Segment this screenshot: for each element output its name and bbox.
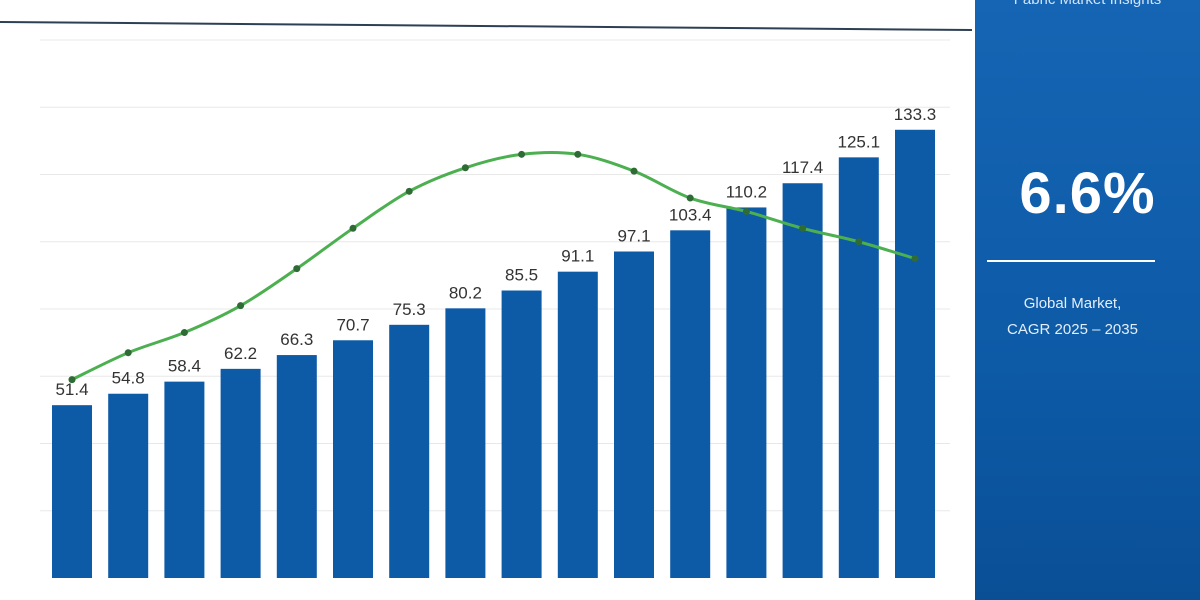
bar-value-label: 91.1: [561, 247, 594, 266]
bar: [557, 271, 598, 578]
bar: [782, 183, 823, 578]
bar-value-label: 75.3: [393, 300, 426, 319]
chart-area: 51.4 54.8 58.4 62.2 66.3 70.7 75.3 80.2 85.5 91.1…: [0, 21, 973, 578]
bars: [52, 129, 935, 578]
bar: [445, 308, 486, 578]
trend-point: [405, 187, 413, 195]
trend-point: [742, 207, 750, 215]
side-panel: Fabric Market Insights 6.6% Global Marke…: [975, 0, 1200, 600]
bar: [389, 324, 430, 578]
bar: [333, 340, 373, 578]
bar-value-label: 66.3: [280, 330, 313, 349]
bar: [52, 405, 92, 578]
bar-value-label: 125.1: [838, 132, 881, 151]
bar: [164, 381, 205, 578]
bar-chart: 51.4 54.8 58.4 62.2 66.3 70.7 75.3 80.2 85.5 91.1…: [0, 21, 973, 578]
bar-value-label: 110.2: [726, 182, 767, 201]
trend-point: [349, 224, 357, 232]
trend-point: [630, 167, 638, 175]
bar: [108, 393, 149, 578]
trend-point: [180, 329, 188, 337]
trend-line-path: [71, 150, 916, 381]
bar-value-label: 117.4: [782, 158, 823, 177]
trend-point: [911, 255, 919, 263]
trend-point: [686, 194, 694, 202]
panel-divider: [987, 260, 1155, 262]
cagr-value: 6.6%: [1019, 161, 1156, 226]
bar: [501, 290, 542, 578]
top-rule: [0, 21, 973, 31]
trend-point: [237, 302, 245, 310]
trend-point: [68, 376, 76, 384]
panel-header-text: Fabric Market Insights: [975, 0, 1200, 8]
trend-point: [574, 150, 582, 158]
bar: [614, 251, 654, 578]
bar: [838, 157, 879, 578]
trend-point: [293, 265, 301, 273]
bar-value-label: 85.5: [505, 266, 538, 285]
trend-point: [461, 164, 469, 172]
bar: [276, 355, 317, 578]
trend-point: [799, 224, 807, 232]
cagr-caption: Global Market, CAGR 2025 – 2035: [975, 291, 1170, 343]
bar-value-label: 70.7: [336, 315, 369, 334]
bar-value-label: 97.1: [617, 227, 650, 246]
trend-point: [518, 150, 526, 158]
cagr-caption-line-1: Global Market,: [1023, 295, 1122, 312]
bar: [895, 129, 935, 578]
bar: [726, 207, 767, 578]
bar: [670, 230, 711, 578]
cagr-caption-line-2: CAGR 2025 – 2035: [1007, 321, 1138, 338]
bar-value-label: 51.4: [55, 380, 88, 399]
bar-value-label: 133.3: [894, 105, 937, 124]
bar-value-label: 80.2: [449, 283, 482, 302]
bar-value-label: 62.2: [224, 344, 257, 363]
bar-value-label: 54.8: [112, 369, 145, 388]
trend-line: [68, 150, 919, 384]
bar-value-labels: 51.4 54.8 58.4 62.2 66.3 70.7 75.3 80.2 85.5 91.1…: [55, 105, 936, 399]
bar: [220, 368, 261, 578]
bar-value-label: 58.4: [168, 357, 201, 376]
trend-point: [124, 349, 132, 357]
trend-point: [855, 238, 863, 246]
bar-value-label: 103.4: [669, 205, 712, 224]
